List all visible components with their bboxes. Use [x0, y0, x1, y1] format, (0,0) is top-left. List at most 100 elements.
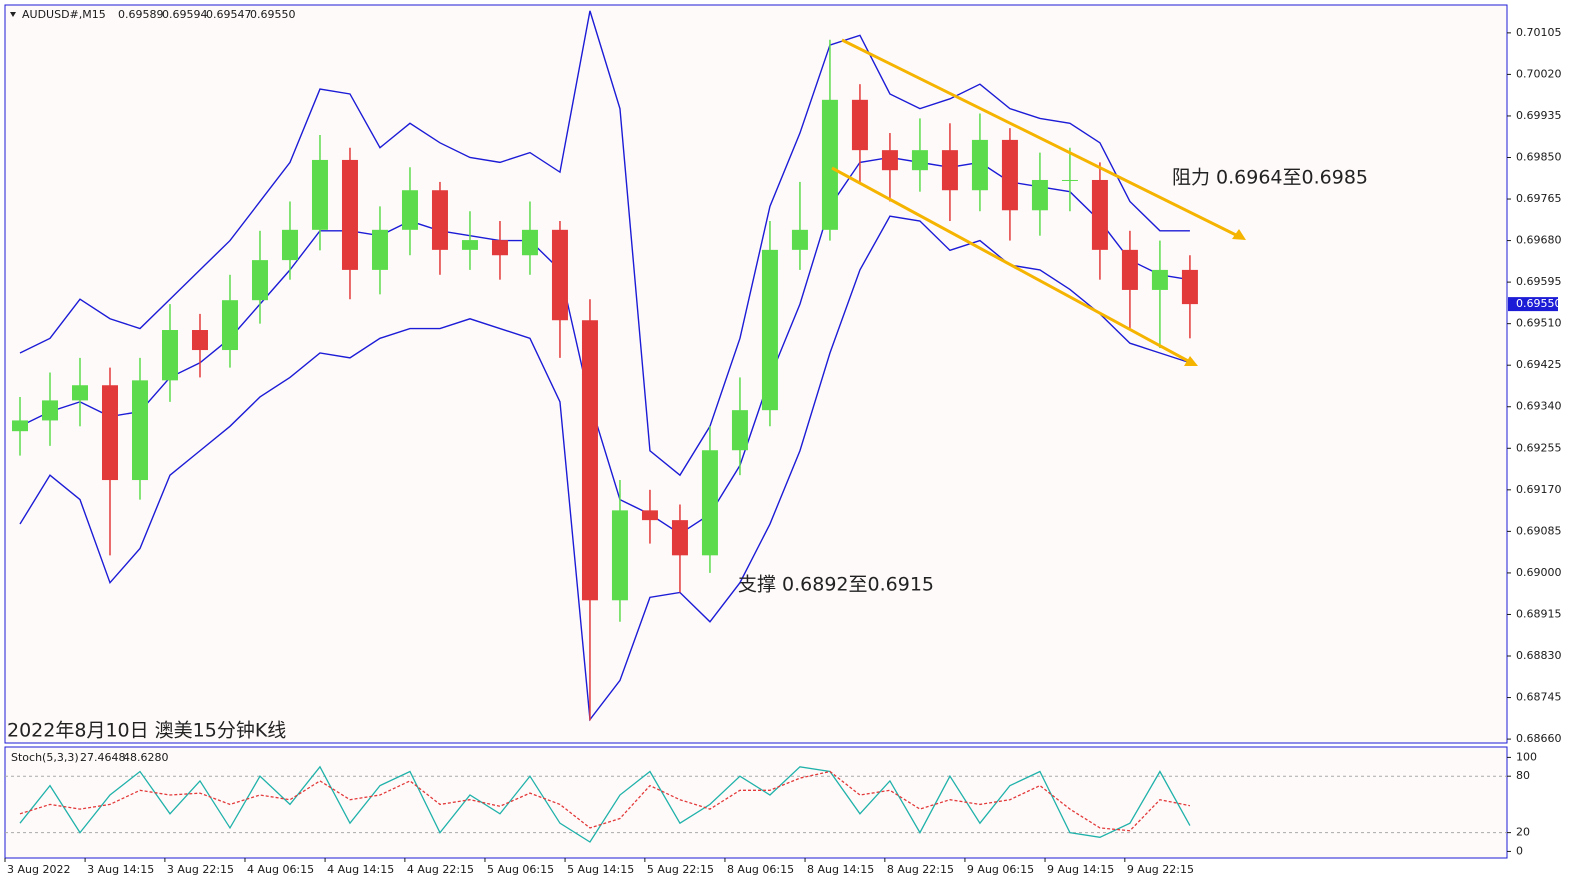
x-tick-label: 4 Aug 14:15	[327, 863, 394, 876]
candle-body	[341, 159, 358, 270]
candle-body	[11, 420, 28, 432]
candle-body	[371, 229, 388, 270]
chart-caption: 2022年8月10日 澳美15分钟K线	[7, 720, 286, 742]
x-tick-label: 5 Aug 14:15	[567, 863, 634, 876]
candle-body	[41, 400, 58, 421]
candle-body	[251, 260, 268, 301]
x-tick-label: 3 Aug 22:15	[167, 863, 234, 876]
candle-body	[911, 150, 928, 171]
y-tick-label: 0.69170	[1516, 483, 1562, 496]
support-note: 支撑 0.6892至0.6915	[738, 574, 934, 596]
y-tick-label: 0.69340	[1516, 400, 1562, 413]
candle-body	[851, 99, 868, 151]
y-tick-label: 0.68660	[1516, 732, 1562, 745]
candle-body	[881, 150, 898, 171]
y-tick-label: 0.70020	[1516, 67, 1562, 80]
stoch-title: Stoch(5,3,3)	[11, 751, 79, 764]
candle-body	[731, 410, 748, 451]
candle-body	[941, 150, 958, 191]
candle-body	[1181, 269, 1198, 305]
candle-body	[161, 330, 178, 381]
x-tick-label: 3 Aug 14:15	[87, 863, 154, 876]
candle-body	[1061, 179, 1078, 181]
y-tick-label: 100	[1516, 750, 1537, 763]
y-tick-label: 0.70105	[1516, 26, 1562, 39]
arrowhead	[1184, 356, 1198, 366]
y-tick-label: 0.69510	[1516, 317, 1562, 330]
stoch-main-value: 27.4648	[80, 751, 126, 764]
y-tick-label: 0.69000	[1516, 566, 1562, 579]
x-tick-label: 4 Aug 06:15	[247, 863, 314, 876]
symbol-title: AUDUSD#,M15	[22, 8, 106, 21]
support-line	[831, 166, 1191, 364]
stoch-line	[19, 765, 1191, 843]
bollinger-band	[19, 10, 1190, 477]
candle-body	[761, 249, 778, 411]
candle-body	[701, 450, 718, 556]
x-tick-label: 5 Aug 06:15	[487, 863, 554, 876]
candle-body	[401, 190, 418, 230]
bollinger-band	[19, 215, 1191, 722]
candle-body	[1091, 179, 1108, 250]
y-tick-label: 0.69935	[1516, 109, 1562, 122]
y-tick-label: 0.69255	[1516, 441, 1562, 454]
x-tick-label: 5 Aug 22:15	[647, 863, 714, 876]
candle-body	[611, 510, 628, 601]
candle-body	[1151, 269, 1168, 290]
x-tick-label: 9 Aug 22:15	[1127, 863, 1194, 876]
layer: 0.70105 0.70020 0.69935 0.69850 0.69765 0.696…	[4, 10, 1562, 876]
candle-body	[281, 229, 298, 261]
candle-body	[431, 190, 448, 250]
x-tick-label: 3 Aug 2022	[7, 863, 70, 876]
candle-body	[521, 229, 538, 256]
resistance-note: 阻力 0.6964至0.6985	[1172, 167, 1368, 189]
ohlc-low: 0.69547	[206, 8, 252, 21]
y-tick-label: 0.69765	[1516, 192, 1562, 205]
bollinger-band	[19, 156, 1191, 535]
y-tick-label: 80	[1516, 769, 1530, 782]
y-tick-label: 0	[1516, 844, 1523, 857]
candle-body	[581, 320, 598, 601]
x-tick-label: 8 Aug 22:15	[887, 863, 954, 876]
ohlc-open: 0.69589	[118, 8, 164, 21]
stoch-panel	[4, 746, 1508, 859]
candle-body	[221, 300, 238, 351]
candle-body	[491, 240, 508, 256]
candle-body	[551, 229, 568, 321]
y-tick-label: 0.69680	[1516, 234, 1562, 247]
x-tick-label: 8 Aug 06:15	[727, 863, 794, 876]
y-tick-label: 0.68915	[1516, 607, 1562, 620]
x-tick-label: 9 Aug 14:15	[1047, 863, 1114, 876]
channel	[831, 38, 1246, 366]
candle-body	[1001, 139, 1018, 211]
current-price-box	[1508, 297, 1558, 312]
y-tick-label: 0.68830	[1516, 649, 1562, 662]
candle-body	[461, 240, 478, 250]
resistance-line	[841, 38, 1239, 238]
candle-body	[791, 229, 808, 250]
candle-body	[671, 520, 688, 556]
ohlc-close: 0.69550	[250, 8, 296, 21]
y-tick-label: 0.69425	[1516, 358, 1562, 371]
stoch-line	[19, 770, 1191, 832]
y-tick-label: 0.69850	[1516, 150, 1562, 163]
candle-body	[971, 139, 988, 191]
ohlc-high: 0.69594	[162, 8, 208, 21]
y-tick-label: 0.69085	[1516, 524, 1562, 537]
y-tick-label: 0.68745	[1516, 691, 1562, 704]
symbol-menu-icon[interactable]	[10, 12, 16, 17]
candle-body	[1121, 249, 1138, 290]
x-tick-label: 8 Aug 14:15	[807, 863, 874, 876]
y-tick-label: 20	[1516, 826, 1530, 839]
current-price-label: 0.69550	[1516, 297, 1562, 310]
candle-body	[101, 385, 118, 481]
x-tick-label: 4 Aug 22:15	[407, 863, 474, 876]
main-panel	[4, 4, 1508, 744]
candle-body	[311, 159, 328, 230]
candle-body	[641, 510, 658, 521]
y-tick-label: 0.69595	[1516, 275, 1562, 288]
candle-body	[131, 380, 148, 481]
candle-body	[191, 330, 208, 351]
candle-body	[821, 99, 838, 230]
